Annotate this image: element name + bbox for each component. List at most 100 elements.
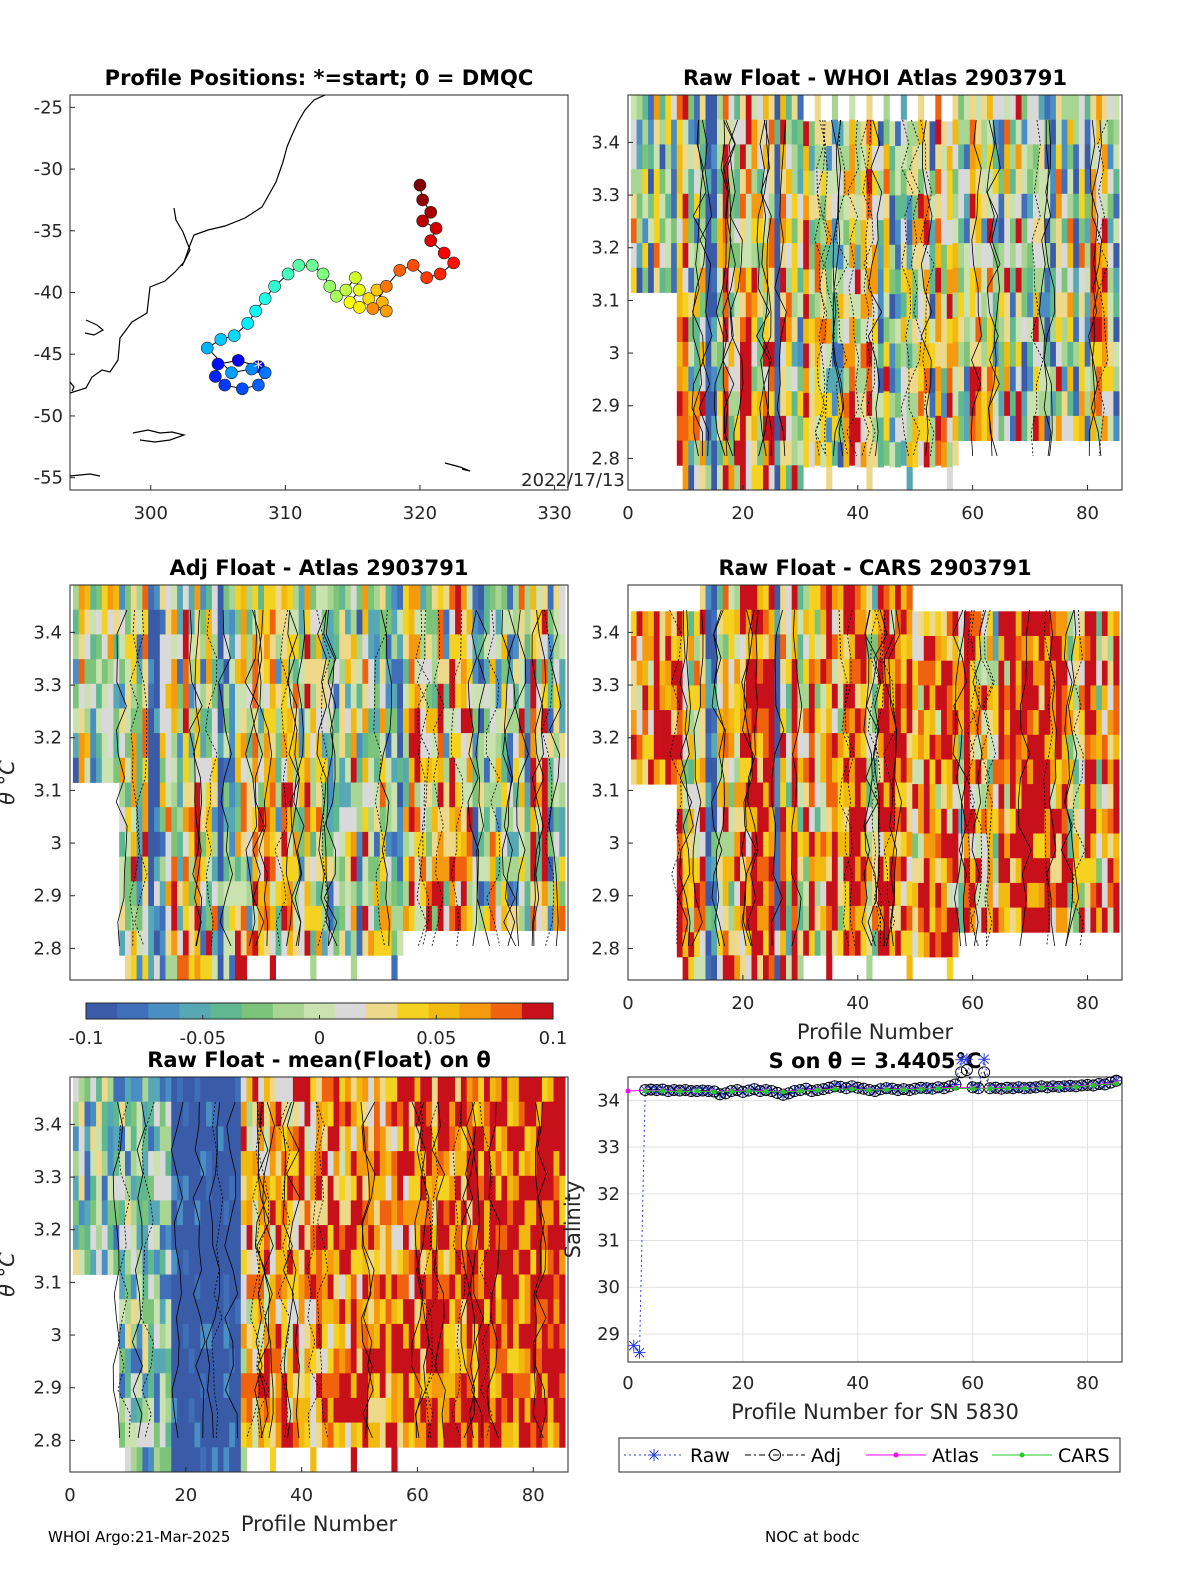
heatmap-cell: [969, 636, 976, 662]
heatmap-cell: [1107, 858, 1114, 884]
heatmap-cell: [269, 1299, 276, 1325]
heatmap-cell: [252, 930, 259, 956]
heatmap-cell: [1096, 267, 1103, 293]
heatmap-cell: [837, 659, 844, 685]
heatmap-cell: [843, 807, 850, 833]
heatmap-cell: [246, 1200, 253, 1226]
heatmap-cell: [1004, 710, 1011, 736]
heatmap-cell: [553, 585, 560, 611]
heatmap-cell: [431, 807, 439, 833]
heatmap-cell: [472, 1200, 479, 1226]
heatmap-cell: [478, 782, 485, 808]
heatmap-cell: [929, 611, 936, 637]
heatmap-cell: [992, 660, 999, 686]
heatmap-cell: [240, 807, 247, 833]
heatmap-cell: [958, 685, 965, 711]
heatmap-cell: [1027, 317, 1034, 343]
heatmap-cell: [495, 1249, 502, 1275]
heatmap-cell: [287, 1348, 294, 1374]
heatmap-cell: [1090, 144, 1097, 170]
heatmap-cell: [252, 1151, 259, 1177]
heatmap-cell: [1038, 317, 1045, 343]
heatmap-cell: [734, 757, 741, 783]
heatmap-cell: [368, 683, 375, 709]
heatmap-cell: [1038, 218, 1045, 244]
heatmap-cell: [843, 244, 850, 270]
heatmap-cell: [1050, 218, 1057, 244]
heatmap-cell: [281, 757, 288, 783]
heatmap-cell: [688, 784, 695, 810]
heatmap-cell: [368, 782, 375, 808]
heatmap-cell: [958, 292, 965, 318]
heatmap-cell: [975, 144, 982, 170]
heatmap-cell: [780, 881, 787, 907]
heatmap-cell: [912, 858, 919, 884]
heatmap-cell: [269, 831, 276, 857]
heatmap-cell: [495, 683, 502, 709]
heatmap-cell: [298, 634, 305, 660]
heatmap-cell: [513, 634, 520, 660]
heatmap-cell: [530, 1126, 537, 1152]
heatmap-cell: [350, 856, 357, 882]
heatmap-cell: [745, 193, 752, 219]
heatmap-cell: [194, 1323, 201, 1349]
heatmap-cell: [171, 1323, 178, 1349]
heatmap-cell: [345, 708, 352, 734]
heatmap-cell: [275, 1077, 282, 1103]
heatmap-cell: [287, 1373, 294, 1399]
heatmap-cell: [918, 144, 925, 170]
map-date-label: 2022/17/13: [521, 470, 625, 491]
heatmap-cell: [154, 1126, 161, 1152]
heatmap-cell: [774, 807, 781, 833]
heatmap-cell: [78, 1249, 85, 1275]
heatmap-cell: [820, 195, 827, 221]
heatmap-cell: [1107, 95, 1114, 121]
heatmap-cell: [472, 856, 479, 882]
heatmap-cell: [356, 1422, 363, 1448]
heatmap-cell: [734, 659, 741, 685]
heatmap-cell: [1027, 833, 1034, 859]
heatmap-cell: [734, 267, 741, 293]
heatmap-cell: [466, 757, 473, 783]
heatmap-cell: [854, 368, 861, 394]
heatmap-cell: [478, 733, 485, 759]
heatmap-cell: [918, 882, 925, 908]
heatmap-cell: [1033, 882, 1040, 908]
heatmap-cell: [745, 95, 752, 121]
heatmap-cell: [831, 708, 838, 734]
heatmap-cell: [154, 1447, 161, 1473]
heatmap-cell: [385, 856, 392, 882]
y-tick-label: 3: [51, 833, 62, 854]
heatmap-cell: [728, 144, 735, 170]
heatmap-cell: [734, 955, 741, 981]
heatmap-cell: [339, 1422, 346, 1448]
heatmap-cell: [843, 683, 850, 709]
heatmap-cell: [929, 858, 936, 884]
heatmap-cell: [518, 831, 525, 857]
heatmap-cell: [333, 782, 340, 808]
heatmap-cell: [751, 831, 758, 857]
heatmap-cell: [1113, 366, 1120, 392]
heatmap-cell: [182, 1151, 190, 1177]
heatmap-cell: [1038, 193, 1045, 219]
heatmap-cell: [1010, 636, 1017, 662]
heatmap-cell: [484, 782, 491, 808]
heatmap-cell: [327, 1249, 334, 1275]
heatmap-cell: [1090, 858, 1097, 884]
heatmap-cell: [1038, 907, 1045, 933]
heatmap-cell: [780, 415, 787, 441]
heatmap-cell: [148, 1151, 155, 1177]
heatmap-cell: [119, 1175, 126, 1201]
heatmap-cell: [327, 905, 334, 931]
heatmap-cell: [837, 170, 844, 196]
heatmap-cell: [676, 833, 683, 859]
heatmap-cell: [345, 1200, 352, 1226]
heatmap-cell: [826, 318, 833, 344]
heatmap-cell: [923, 907, 930, 933]
heatmap-cell: [975, 95, 982, 121]
heatmap-cell: [125, 1274, 132, 1300]
heatmap-cell: [1090, 660, 1097, 686]
heatmap-cell: [889, 881, 896, 907]
heatmap-cell: [125, 708, 132, 734]
heatmap-cell: [751, 905, 758, 931]
